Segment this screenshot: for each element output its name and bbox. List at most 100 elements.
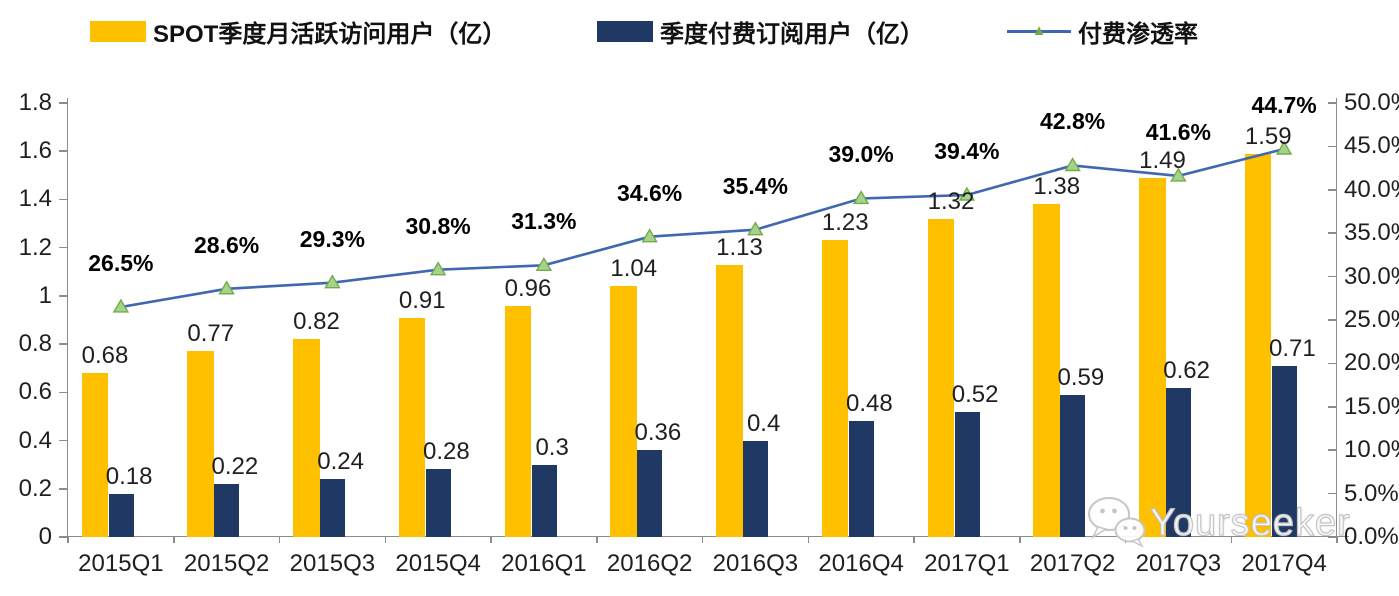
mau-bar [1244, 153, 1272, 537]
x-axis-label: 2017Q2 [1029, 550, 1116, 577]
subscriber-value-label: 0.18 [105, 462, 153, 490]
right-axis-tick [1328, 362, 1336, 365]
subscriber-bar [954, 411, 980, 537]
y-axis-tick [59, 391, 67, 394]
penetration-label: 39.4% [934, 138, 1000, 164]
x-axis-tick [1019, 537, 1021, 543]
subscriber-bar [848, 421, 874, 537]
y-axis-tick [59, 439, 67, 442]
mau-bar [504, 305, 532, 537]
right-axis-label: 30.0% [1344, 262, 1399, 290]
x-axis-tick [807, 537, 809, 543]
penetration-label: 29.3% [299, 225, 365, 252]
x-axis-tick [913, 537, 915, 543]
watermark: Yourseeker [1086, 494, 1351, 552]
penetration-point [641, 228, 658, 243]
right-axis-tick [1328, 145, 1336, 148]
subscriber-value-label: 0.4 [746, 409, 781, 437]
subscriber-value-label: 0.24 [317, 448, 364, 476]
y-axis-label: 0.8 [18, 330, 52, 358]
right-axis-tick [1328, 232, 1336, 234]
penetration-label: 35.4% [722, 172, 788, 199]
penetration-label: 42.8% [1040, 108, 1106, 135]
x-axis-label: 2017Q3 [1135, 550, 1222, 577]
x-axis-tick [173, 537, 175, 543]
subscriber-bar [320, 479, 346, 537]
y-axis-label: 0.4 [18, 426, 52, 454]
mau-value-label: 1.13 [716, 233, 763, 261]
mau-bar [821, 240, 849, 537]
penetration-point [218, 280, 235, 295]
penetration-legend-label: 付费渗透率 [1078, 20, 1198, 48]
y-axis-label: 0 [38, 523, 52, 550]
x-axis-tick [1336, 537, 1338, 543]
right-axis-label: 35.0% [1344, 219, 1399, 247]
right-axis-tick [1328, 319, 1336, 321]
mau-value-label: 1.32 [927, 187, 975, 215]
y-axis-tick [59, 150, 67, 152]
x-axis-tick [596, 537, 598, 543]
mau-value-label: 1.38 [1033, 173, 1081, 201]
subscriber-value-label: 0.59 [1057, 363, 1105, 391]
x-axis-tick [490, 537, 492, 543]
y-axis-tick [59, 246, 67, 249]
subscriber-value-label: 0.52 [951, 380, 999, 408]
penetration-point [958, 186, 976, 201]
left-axis-line [66, 98, 68, 538]
subscriber-value-label: 0.36 [634, 419, 682, 447]
mau-value-label: 1.23 [821, 209, 869, 237]
y-axis-label: 1 [38, 281, 52, 309]
y-axis-tick [59, 343, 67, 345]
penetration-point [112, 298, 130, 313]
x-axis-tick [278, 537, 281, 543]
right-axis-label: 20.0% [1344, 349, 1399, 377]
penetration-label: 31.3% [511, 208, 577, 235]
y-axis-label: 1.2 [18, 233, 52, 261]
subscriber-value-label: 0.28 [423, 438, 470, 466]
mau-bar [398, 317, 426, 537]
mau-bar [927, 218, 955, 537]
penetration-label: 41.6% [1145, 118, 1211, 145]
penetration-point [324, 274, 341, 289]
x-axis-label: 2016Q2 [606, 550, 693, 577]
mau-legend-label: SPOT季度月活跃访问用户（亿） [153, 20, 507, 48]
subscriber-bar [425, 469, 451, 537]
subscriber-value-label: 0.48 [846, 390, 893, 418]
subscriber-value-label: 0.22 [211, 452, 259, 480]
penetration-legend-line: ▲ [1007, 23, 1071, 38]
mau-bar [81, 373, 109, 537]
mau-bar [187, 351, 214, 537]
mau-value-label: 1.49 [1139, 146, 1186, 174]
penetration-label: 44.7% [1251, 92, 1317, 118]
penetration-point [747, 221, 764, 236]
legend-item-penetration: ▲ 付费渗透率 [1007, 16, 1198, 48]
x-axis-label: 2017Q4 [1241, 550, 1327, 577]
mau-value-label: 0.77 [187, 320, 235, 348]
y-axis-label: 1.6 [18, 137, 52, 165]
y-axis-label: 1.8 [18, 89, 52, 116]
x-axis-tick [701, 537, 704, 543]
mau-bar [716, 264, 743, 537]
right-axis-label: 50.0% [1344, 89, 1399, 116]
penetration-label: 34.6% [617, 179, 683, 206]
subscribers-legend-label: 季度付费订阅用户（亿） [660, 20, 924, 48]
subscriber-bar [531, 464, 557, 537]
y-axis-tick [59, 488, 67, 490]
subscriber-bar [1166, 387, 1192, 537]
y-axis-tick [59, 536, 67, 538]
penetration-label: 39.0% [828, 141, 894, 168]
subscriber-value-label: 0.3 [535, 433, 569, 461]
penetration-label: 30.8% [405, 212, 471, 239]
penetration-point [1275, 140, 1293, 155]
right-axis-line [1335, 98, 1337, 538]
subscriber-bar [214, 483, 240, 537]
x-axis-label: 2017Q1 [924, 550, 1010, 577]
subscriber-bar [1060, 394, 1086, 537]
x-axis-label: 2015Q4 [395, 550, 481, 577]
right-axis-label: 0.0% [1344, 523, 1399, 550]
penetration-point [429, 261, 447, 276]
mau-bar [1139, 177, 1166, 537]
penetration-point [1064, 157, 1081, 172]
